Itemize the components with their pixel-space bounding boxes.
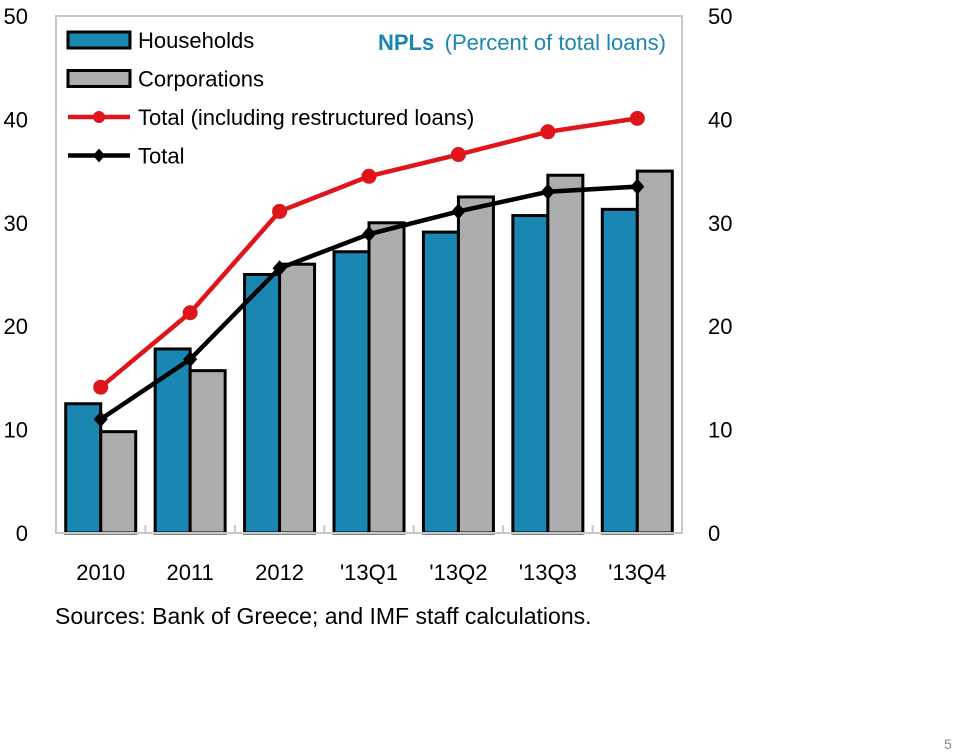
legend-label-corporations: Corporations [138,67,264,92]
axis-layer: 0 0 10 10 20 20 30 30 40 40 50 50 2010 2011 2012 '13Q1 '… [4,4,733,585]
legend-label-total: Total [138,144,184,169]
households-bar [64,402,103,535]
chart-title: NPLs (Percent of total loans) [378,30,666,55]
bars-layer [64,169,674,535]
y-tick-label-left: 40 [4,107,28,132]
x-tick-label: '13Q4 [608,560,666,585]
total-incl-restructured-marker [182,305,198,321]
total-marker [451,203,466,220]
y-tick-label-right: 10 [708,418,732,443]
total-marker [272,260,287,277]
total-incl-restructured-marker [272,203,288,219]
corporations-bar [188,369,227,535]
total-marker [362,226,376,243]
corporations-bar [278,262,317,535]
total-incl-restructured-marker [361,168,377,184]
y-tick-label-left: 50 [4,4,28,29]
corporations-bar [546,173,585,535]
households-bar [332,250,371,535]
y-tick-label-left: 0 [16,521,28,546]
x-tick-label: '13Q3 [519,560,577,585]
total-incl-restructured-marker [450,147,466,163]
x-tick-label: 2011 [166,560,213,585]
x-tick-label: 2010 [76,560,125,585]
legend-marker-total [93,148,105,163]
source-note: Sources: Bank of Greece; and IMF staff c… [55,603,592,629]
lines-layer [93,110,645,428]
y-tick-label-right: 50 [708,4,732,29]
page-number: 5 [944,736,952,752]
x-tick-label: 2012 [255,560,304,585]
corporations-bar [635,169,674,535]
total-marker [540,183,555,200]
total-incl-restructured-marker [629,110,645,126]
total-marker [630,178,645,195]
households-bar [421,230,460,535]
x-tick-label: '13Q1 [340,560,398,585]
y-tick-label-right: 20 [708,314,732,339]
y-tick-label-left: 30 [4,211,28,236]
households-bar [511,214,550,535]
y-tick-label-right: 0 [708,521,720,546]
corporations-bar [99,430,138,535]
households-bar [243,273,282,535]
y-tick-label-left: 10 [4,418,28,443]
y-tick-label-left: 20 [4,314,28,339]
y-tick-label-right: 40 [708,107,732,132]
corporations-bar [367,221,406,535]
legend-label-total-incl-restructured: Total (including restructured loans) [138,105,474,130]
total-incl-restructured-marker [540,124,556,140]
legend-swatch-households [66,30,132,50]
legend-marker-total-incl-restructured [93,111,105,123]
corporations-bar [456,195,495,535]
chart-title-rest: (Percent of total loans) [445,30,666,55]
total-marker [183,351,198,368]
total-incl-restructured-marker [93,379,109,395]
y-tick-label-right: 30 [708,211,732,236]
households-bar [600,207,639,535]
chart-title-bold: NPLs [378,30,434,55]
plot-frame [55,15,683,534]
legend: Households Corporations Total (including r… [66,28,474,169]
legend-swatch-corporations [66,69,132,88]
total-marker [93,411,108,428]
x-tick-label: '13Q2 [429,560,487,585]
legend-label-households: Households [138,28,254,53]
